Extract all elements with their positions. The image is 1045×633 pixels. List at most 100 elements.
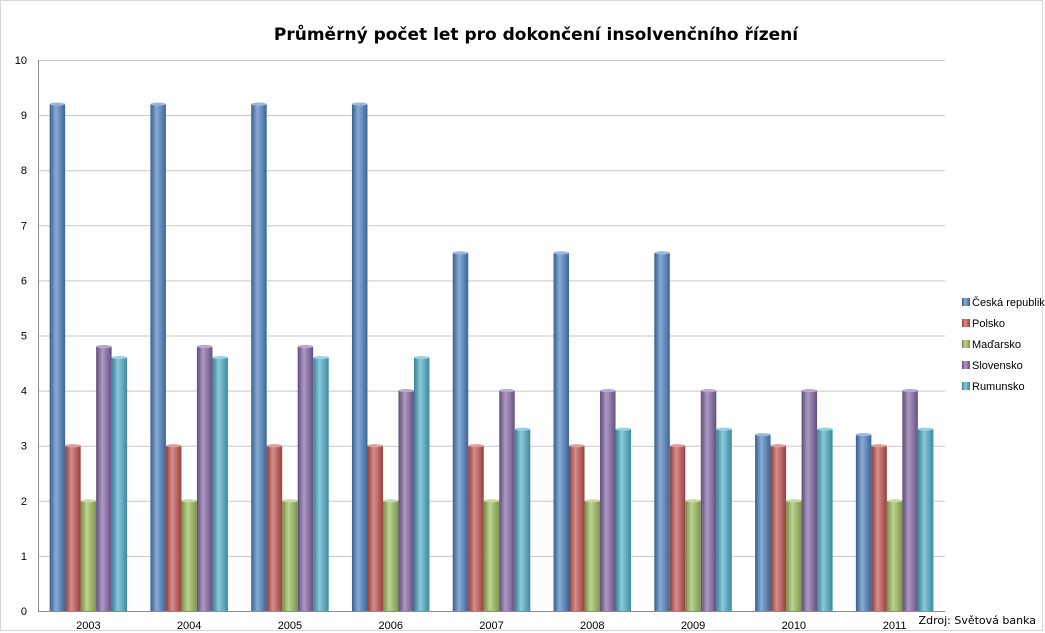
bar-cap bbox=[65, 444, 81, 448]
bar-2005-0 bbox=[251, 104, 267, 611]
bar-2007-0 bbox=[452, 252, 469, 611]
bar-2010-0 bbox=[755, 434, 771, 611]
bar-2006-2 bbox=[382, 500, 399, 611]
legend-label: Česká republika bbox=[972, 296, 1045, 309]
bar-cap bbox=[569, 444, 585, 448]
bar-cap bbox=[80, 499, 97, 503]
legend-swatch bbox=[962, 298, 970, 306]
bar-2005-1 bbox=[266, 445, 283, 611]
bar-2003-0 bbox=[49, 104, 66, 611]
y-tick-label: 7 bbox=[21, 220, 27, 232]
y-tick-label: 5 bbox=[21, 331, 27, 343]
bar-cap bbox=[584, 499, 601, 503]
bar-2010-1 bbox=[770, 445, 787, 611]
bar-2006-1 bbox=[367, 445, 383, 611]
bar-cap bbox=[700, 389, 717, 393]
bar-2011-1 bbox=[871, 445, 887, 611]
bar-2008-0 bbox=[553, 252, 570, 611]
bar-2011-2 bbox=[886, 500, 903, 611]
bar-2009-4 bbox=[716, 429, 732, 611]
bar-2009-3 bbox=[700, 390, 717, 611]
bar-2004-2 bbox=[181, 500, 197, 611]
chart-title: Průměrný počet let pro dokončení insolve… bbox=[274, 23, 799, 45]
bar-cap bbox=[917, 427, 934, 431]
y-axis-ticks: 0 1 2 3 4 5 6 7 8 9 10 bbox=[15, 55, 27, 618]
bar-cap bbox=[886, 499, 903, 503]
y-tick-label: 2 bbox=[21, 496, 27, 508]
bar-2011-3 bbox=[902, 390, 918, 611]
bar-2003-4 bbox=[111, 357, 128, 611]
bar-cap bbox=[382, 499, 399, 503]
bar-2004-0 bbox=[150, 104, 166, 611]
bar-cap bbox=[111, 355, 128, 360]
legend-label: Polsko bbox=[972, 318, 1005, 330]
legend-swatch bbox=[962, 382, 970, 390]
bar-2003-3 bbox=[96, 346, 112, 611]
legend-label: Maďarsko bbox=[972, 339, 1021, 351]
bar-cap bbox=[49, 102, 66, 106]
x-tick-label: 2010 bbox=[782, 620, 806, 632]
y-tick-label: 3 bbox=[21, 441, 27, 453]
bar-2011-0 bbox=[855, 434, 872, 611]
bar-cap bbox=[553, 251, 570, 255]
bar-cap bbox=[801, 389, 818, 393]
x-tick-label: 2011 bbox=[883, 620, 907, 632]
bar-cap bbox=[212, 355, 228, 360]
bar-cap bbox=[413, 355, 430, 360]
bar-cap bbox=[398, 389, 414, 393]
bar-2008-3 bbox=[600, 390, 616, 611]
bar-cap bbox=[600, 389, 616, 393]
bar-cap bbox=[367, 444, 383, 448]
bar-cap bbox=[499, 389, 515, 393]
bar-2003-1 bbox=[65, 445, 81, 611]
bar-2006-4 bbox=[413, 357, 430, 611]
bar-2010-4 bbox=[817, 429, 833, 611]
x-tick-label: 2005 bbox=[278, 620, 302, 632]
y-tick-label: 4 bbox=[21, 386, 27, 398]
legend-swatch bbox=[962, 340, 970, 348]
bar-2010-2 bbox=[786, 500, 802, 611]
y-tick-label: 6 bbox=[21, 275, 27, 287]
bar-cap bbox=[468, 444, 484, 448]
bar-cap bbox=[96, 344, 112, 349]
legend-label: Rumunsko bbox=[972, 381, 1025, 393]
bar-cap bbox=[615, 427, 632, 431]
bar-2007-1 bbox=[468, 445, 484, 611]
bar-cap bbox=[855, 433, 872, 437]
bar-cap bbox=[266, 444, 283, 448]
source-note: Zdroj: Světová banka bbox=[919, 614, 1036, 627]
bar-cap bbox=[902, 389, 918, 393]
bar-2009-2 bbox=[685, 500, 701, 611]
y-tick-label: 9 bbox=[21, 110, 27, 122]
bar-cap bbox=[871, 444, 887, 448]
bar-cap bbox=[251, 102, 267, 106]
x-tick-label: 2003 bbox=[76, 620, 100, 632]
legend-swatch bbox=[962, 319, 970, 327]
bar-2006-0 bbox=[351, 104, 368, 611]
bar-2008-1 bbox=[569, 445, 585, 611]
bar-2007-2 bbox=[483, 500, 500, 611]
bars bbox=[49, 102, 934, 611]
x-tick-label: 2004 bbox=[177, 620, 201, 632]
bar-cap bbox=[351, 102, 368, 106]
legend-swatch bbox=[962, 361, 970, 369]
bar-2010-3 bbox=[801, 390, 818, 611]
bar-cap bbox=[181, 499, 197, 503]
bar-2007-4 bbox=[514, 429, 531, 611]
bar-2004-3 bbox=[196, 346, 213, 611]
x-tick-label: 2007 bbox=[479, 620, 503, 632]
bar-2004-1 bbox=[165, 445, 182, 611]
bar-cap bbox=[452, 251, 469, 255]
bar-2005-3 bbox=[297, 346, 314, 611]
bar-cap bbox=[150, 102, 166, 106]
bar-cap bbox=[669, 444, 686, 448]
y-tick-label: 1 bbox=[21, 551, 27, 563]
bar-cap bbox=[755, 433, 771, 437]
bar-2003-2 bbox=[80, 500, 97, 611]
bar-2007-3 bbox=[499, 390, 515, 611]
bar-cap bbox=[313, 355, 329, 360]
bar-2004-4 bbox=[212, 357, 228, 611]
bar-2011-4 bbox=[917, 429, 934, 611]
bar-2005-2 bbox=[282, 500, 298, 611]
